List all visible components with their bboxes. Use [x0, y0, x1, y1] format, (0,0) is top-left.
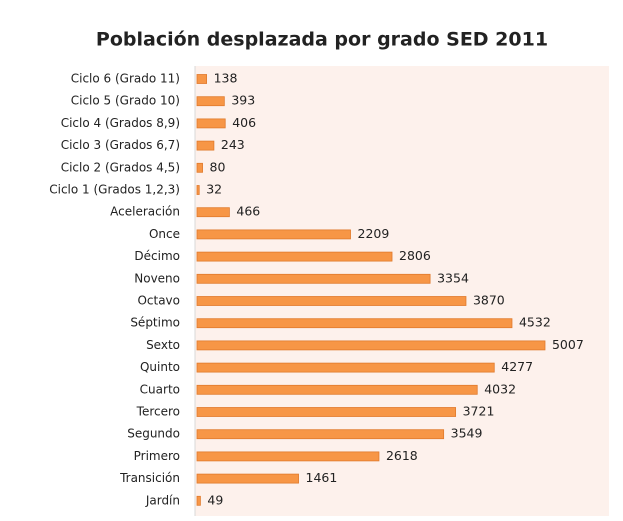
data-label: 406 — [232, 115, 256, 130]
y-tick-label: Segundo — [127, 427, 180, 441]
data-label: 466 — [236, 204, 260, 219]
y-tick-label: Ciclo 4 (Grados 8,9) — [61, 116, 180, 130]
bar — [196, 296, 467, 306]
y-tick-label: Ciclo 5 (Grado 10) — [71, 94, 180, 108]
y-tick-label: Ciclo 6 (Grado 11) — [71, 72, 180, 86]
bar — [196, 207, 230, 218]
data-label: 32 — [206, 182, 222, 197]
y-tick-label: Quinto — [140, 360, 180, 374]
y-tick-label: Noveno — [134, 271, 180, 285]
data-label: 138 — [214, 71, 238, 86]
bar — [196, 384, 478, 395]
y-tick-label: Once — [149, 227, 180, 241]
data-label: 5007 — [552, 337, 584, 352]
data-label: 49 — [207, 492, 223, 507]
bar — [196, 495, 201, 506]
y-tick-label: Transición — [119, 471, 180, 485]
data-label: 2209 — [358, 226, 390, 241]
bar — [196, 185, 200, 195]
y-tick-label: Octavo — [137, 294, 180, 308]
bar — [196, 340, 546, 351]
bar — [196, 74, 207, 84]
data-label: 80 — [210, 159, 226, 174]
chart-title: Población desplazada por grado SED 2011 — [96, 29, 548, 51]
y-tick-label: Primero — [134, 449, 180, 463]
data-label: 3870 — [473, 293, 505, 308]
bar — [196, 362, 495, 373]
data-label: 393 — [231, 93, 255, 108]
y-tick-label: Séptimo — [130, 316, 180, 330]
bar — [196, 273, 431, 284]
bar — [196, 451, 380, 462]
bar — [196, 162, 203, 173]
bar — [196, 229, 351, 240]
bar — [196, 251, 393, 262]
data-label: 1461 — [306, 470, 338, 485]
bar — [196, 473, 299, 484]
y-tick-label: Tercero — [136, 405, 180, 419]
y-tick-label: Ciclo 3 (Grados 6,7) — [61, 138, 180, 152]
data-label: 3549 — [451, 426, 483, 441]
data-label: 4277 — [501, 359, 533, 374]
y-tick-label: Sexto — [146, 338, 180, 352]
data-label: 2806 — [399, 248, 431, 263]
data-label: 3354 — [437, 270, 469, 285]
data-label: 243 — [221, 137, 245, 152]
data-label: 4532 — [519, 315, 551, 330]
bar — [196, 96, 225, 107]
data-label: 2618 — [386, 448, 418, 463]
y-tick-label: Jardín — [145, 493, 180, 507]
data-label: 4032 — [484, 381, 516, 396]
bar — [196, 318, 513, 329]
y-tick-label: Ciclo 1 (Grados 1,2,3) — [49, 183, 180, 197]
data-label: 3721 — [463, 404, 495, 419]
bar — [196, 429, 445, 440]
bar — [196, 407, 457, 417]
y-tick-label: Cuarto — [140, 382, 180, 396]
plot-area — [195, 66, 609, 516]
bar — [196, 140, 215, 151]
bar — [196, 118, 226, 129]
y-tick-label: Aceleración — [110, 205, 180, 219]
y-tick-label: Décimo — [134, 249, 180, 263]
y-tick-label: Ciclo 2 (Grados 4,5) — [61, 160, 180, 174]
